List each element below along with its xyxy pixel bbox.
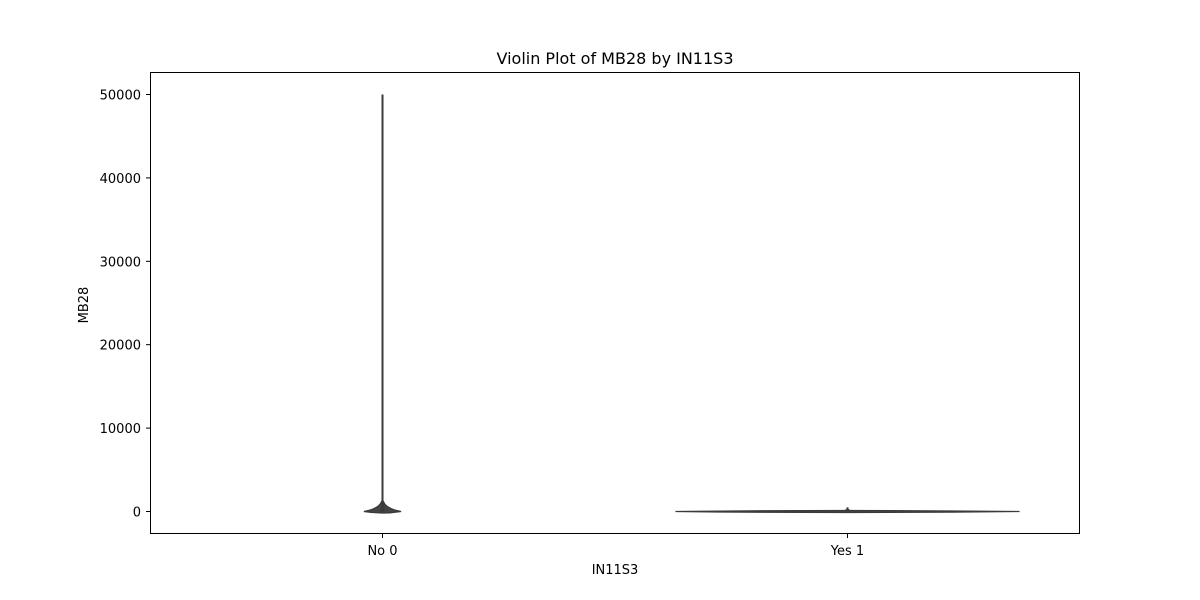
y-tick-label: 50000 bbox=[100, 89, 141, 104]
violin-body bbox=[675, 509, 1020, 514]
y-axis: 0 10000 20000 30000 40000 50000 bbox=[100, 89, 150, 520]
y-tick-label: 20000 bbox=[100, 339, 141, 354]
x-tick-label: No 0 bbox=[367, 544, 397, 559]
violin-1 bbox=[675, 507, 1020, 514]
y-tick-label: 30000 bbox=[100, 255, 141, 270]
x-tick-label: Yes 1 bbox=[830, 544, 864, 559]
plot-marks bbox=[363, 94, 1020, 514]
x-axis: No 0 Yes 1 bbox=[367, 534, 864, 559]
plot-frame bbox=[150, 72, 1080, 534]
y-tick-label: 0 bbox=[133, 505, 141, 520]
y-tick-label: 10000 bbox=[100, 422, 141, 437]
violin-0 bbox=[363, 94, 402, 514]
chart-title: Violin Plot of MB28 by IN11S3 bbox=[496, 49, 733, 68]
y-axis-label: MB28 bbox=[77, 287, 92, 324]
x-axis-label: IN11S3 bbox=[592, 563, 639, 578]
y-tick-label: 40000 bbox=[100, 172, 141, 187]
